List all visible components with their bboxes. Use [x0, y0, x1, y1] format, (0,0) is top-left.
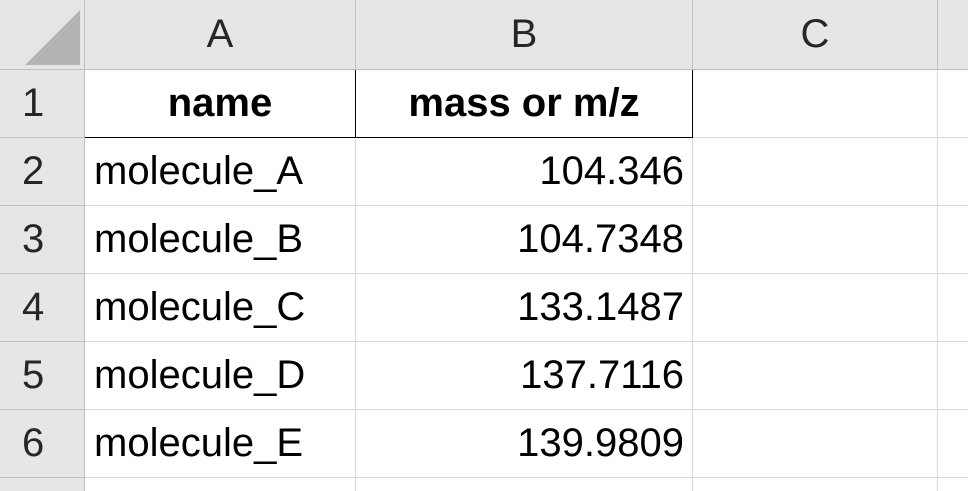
column-header-d-partial[interactable]	[938, 0, 968, 70]
row-header-7-partial[interactable]	[0, 478, 85, 491]
row-header-3[interactable]: 3	[0, 206, 85, 274]
cell-b5[interactable]: 137.7116	[356, 342, 693, 410]
row-header-2[interactable]: 2	[0, 138, 85, 206]
row-header-5[interactable]: 5	[0, 342, 85, 410]
cell-d3[interactable]	[938, 206, 968, 274]
cell-b3[interactable]: 104.7348	[356, 206, 693, 274]
select-all-corner[interactable]	[0, 0, 85, 70]
cell-d1[interactable]	[938, 70, 968, 138]
cell-b4[interactable]: 133.1487	[356, 274, 693, 342]
row-header-6[interactable]: 6	[0, 410, 85, 478]
cell-c4[interactable]	[693, 274, 938, 342]
row-header-1[interactable]: 1	[0, 70, 85, 138]
cell-a2[interactable]: molecule_A	[85, 138, 356, 206]
cell-d7[interactable]	[938, 478, 968, 491]
column-header-a[interactable]: A	[85, 0, 356, 70]
cell-a4[interactable]: molecule_C	[85, 274, 356, 342]
cell-c5[interactable]	[693, 342, 938, 410]
cell-c7[interactable]	[693, 478, 938, 491]
cell-b1[interactable]: mass or m/z	[356, 70, 693, 138]
cell-c3[interactable]	[693, 206, 938, 274]
cell-a7[interactable]	[85, 478, 356, 491]
column-header-c[interactable]: C	[693, 0, 938, 70]
cell-d5[interactable]	[938, 342, 968, 410]
select-all-triangle-icon	[25, 10, 80, 65]
cell-a3[interactable]: molecule_B	[85, 206, 356, 274]
cell-a1[interactable]: name	[85, 70, 356, 138]
cell-a6[interactable]: molecule_E	[85, 410, 356, 478]
cell-c2[interactable]	[693, 138, 938, 206]
cell-a5[interactable]: molecule_D	[85, 342, 356, 410]
row-header-4[interactable]: 4	[0, 274, 85, 342]
cell-b2[interactable]: 104.346	[356, 138, 693, 206]
cell-d2[interactable]	[938, 138, 968, 206]
cell-c1[interactable]	[693, 70, 938, 138]
column-header-b[interactable]: B	[356, 0, 693, 70]
cell-d4[interactable]	[938, 274, 968, 342]
cell-d6[interactable]	[938, 410, 968, 478]
cell-c6[interactable]	[693, 410, 938, 478]
cell-b7[interactable]	[356, 478, 693, 491]
cell-b6[interactable]: 139.9809	[356, 410, 693, 478]
